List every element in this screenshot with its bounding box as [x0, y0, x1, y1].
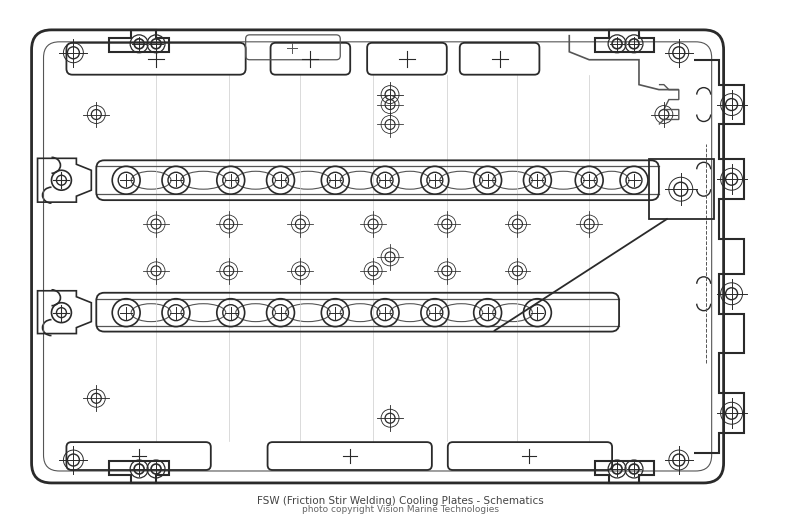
Text: FSW (Friction Stir Welding) Cooling Plates - Schematics: FSW (Friction Stir Welding) Cooling Plat… — [257, 496, 543, 506]
Bar — [649, 159, 714, 219]
Text: photo copyright Vision Marine Technologies: photo copyright Vision Marine Technologi… — [302, 505, 498, 514]
